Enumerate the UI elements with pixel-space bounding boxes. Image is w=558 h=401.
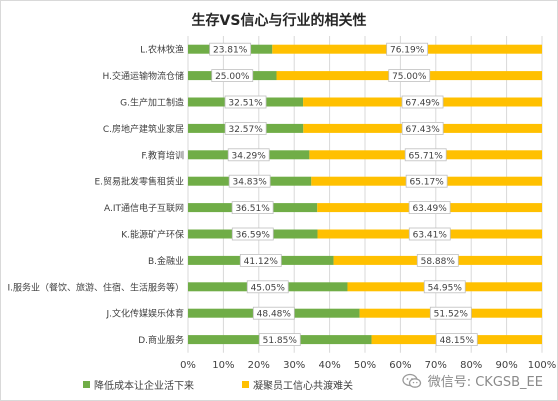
data-label-box [228, 174, 271, 188]
data-label: 65.17% [409, 178, 444, 188]
data-label: 58.88% [421, 257, 456, 267]
category-label: E.贸易批发零售租赁业 [94, 176, 184, 188]
x-tick-label: 30% [283, 360, 305, 371]
data-label-box [252, 306, 295, 320]
chart-legend: 降低成本让企业活下来 凝聚员工信心共渡难关 [83, 377, 353, 392]
x-tick-label: 80% [460, 360, 482, 371]
data-label-box [224, 122, 267, 135]
data-label-box [227, 148, 270, 162]
legend-label-confidence: 凝聚员工信心共渡难关 [253, 381, 353, 392]
x-tick-label: 40% [318, 360, 340, 371]
legend-swatch-cost [83, 381, 90, 388]
category-label: L.农林牧渔 [140, 44, 184, 56]
data-label: 65.71% [409, 151, 444, 161]
data-label: 25.00% [215, 72, 250, 82]
data-label-box [429, 306, 472, 320]
data-label-box [388, 69, 431, 82]
data-label-box [435, 333, 478, 347]
chart-plot: 0% 10% 20% 30% 40% 50% 60% 70% 80% 90% 100% L.农林牧渔 2… [7, 36, 557, 371]
data-label-box [408, 227, 451, 241]
data-label: 67.49% [405, 99, 440, 109]
category-label: H.交通运输物流仓储 [103, 70, 184, 82]
wechat-icon [402, 373, 421, 388]
x-tick-label: 10% [212, 360, 234, 371]
chart-title: 生存VS信心与行业的相关性 [191, 13, 367, 29]
data-label: 51.52% [434, 310, 469, 320]
data-label: 23.81% [213, 46, 248, 56]
data-label-box [209, 42, 252, 56]
category-label: B.金融业 [148, 255, 184, 267]
x-tick-label: 60% [389, 360, 411, 371]
data-label-box [404, 148, 447, 162]
legend-item-confidence: 凝聚员工信心共渡难关 [242, 377, 353, 392]
data-label: 51.85% [263, 336, 298, 346]
watermark: 微信号: CKGSB_EE [402, 371, 543, 390]
data-label: 67.43% [405, 125, 440, 135]
data-label: 76.19% [390, 46, 425, 56]
data-label: 36.59% [236, 231, 271, 241]
data-label-box [224, 95, 267, 109]
x-tick-label: 100% [528, 360, 557, 371]
data-label-box [423, 280, 466, 294]
data-label-box [239, 253, 282, 267]
data-label: 75.00% [392, 72, 427, 82]
data-label: 34.83% [232, 178, 267, 188]
data-label: 34.29% [232, 151, 267, 161]
x-tick-label: 70% [425, 360, 447, 371]
data-label-box [211, 69, 254, 82]
data-label: 32.57% [228, 125, 263, 135]
x-tick-label: 0% [180, 360, 196, 371]
x-tick-label: 90% [495, 360, 517, 371]
data-label: 63.41% [413, 231, 448, 241]
category-label: F.教育培训 [141, 149, 184, 161]
x-tick-label: 50% [354, 360, 376, 371]
category-label: I.服务业（餐饮、旅游、住宿、生活服务等） [7, 281, 184, 293]
category-label: G.生产加工制造 [120, 97, 184, 109]
data-label-box [386, 42, 429, 56]
category-label: J.文化传媒娱乐体育 [105, 308, 184, 320]
data-label: 48.15% [440, 336, 475, 346]
legend-label-cost: 降低成本让企业活下来 [94, 381, 194, 392]
watermark-text: 微信号: CKGSB_EE [427, 375, 543, 390]
data-label: 32.51% [228, 99, 263, 109]
data-label: 63.49% [412, 204, 447, 214]
data-label-box [246, 280, 289, 294]
data-label-box [408, 201, 451, 215]
data-label-box [231, 201, 274, 215]
data-label-box [401, 122, 444, 135]
data-label: 36.51% [235, 204, 270, 214]
category-label: D.商业服务 [138, 334, 184, 346]
category-label: K.能源矿产环保 [121, 229, 184, 241]
data-label: 41.12% [244, 257, 279, 267]
legend-swatch-confidence [242, 381, 249, 388]
data-label-box [258, 333, 301, 347]
data-label-box [231, 227, 274, 241]
data-label: 45.05% [251, 283, 286, 293]
legend-item-cost: 降低成本让企业活下来 [83, 377, 194, 392]
data-label: 48.48% [257, 310, 292, 320]
data-label: 54.95% [428, 283, 463, 293]
data-label-box [405, 174, 448, 188]
category-label: A.IT通信电子互联网 [104, 202, 184, 214]
data-label-box [416, 253, 459, 267]
x-tick-label: 20% [248, 360, 270, 371]
data-label-box [401, 95, 444, 109]
category-label: C.房地产建筑业家居 [103, 123, 184, 135]
